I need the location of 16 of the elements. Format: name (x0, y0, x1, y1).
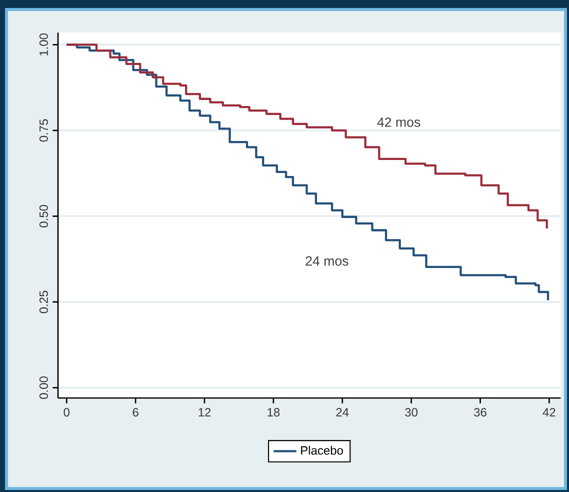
x-tick-label: 42 (542, 408, 556, 416)
y-tick-label: 0.25 (39, 290, 48, 314)
x-tick-label: 30 (405, 408, 418, 417)
x-tick-label: 12 (198, 408, 211, 416)
annotation: 42 mos (377, 117, 420, 127)
x-tick-label: 36 (474, 408, 486, 417)
y-tick-label: 1.00 (39, 33, 48, 56)
x-tick-label: 24 (336, 408, 349, 416)
y-tick-label: 0.50 (39, 204, 48, 228)
y-tick-label: 0.00 (39, 376, 48, 399)
x-tick-label: 18 (268, 408, 280, 417)
y-tick-label: 0.75 (39, 119, 48, 142)
annotation: 24 mos (306, 256, 348, 266)
x-tick-label: 0 (64, 408, 70, 417)
legend-label: Placebo (301, 446, 343, 455)
x-tick-label: 6 (132, 408, 138, 417)
